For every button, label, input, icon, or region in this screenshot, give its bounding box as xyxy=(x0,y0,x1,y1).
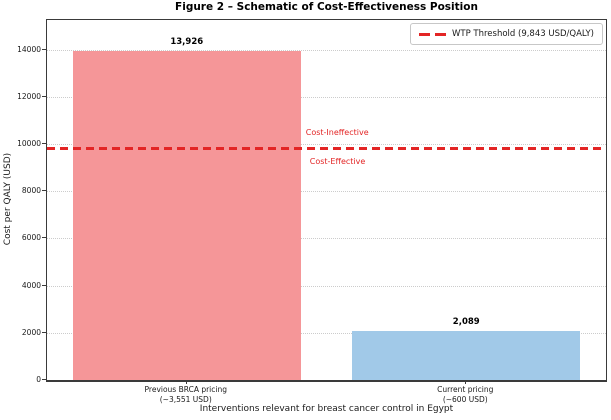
gridline-6000 xyxy=(47,238,606,240)
gridline-12000 xyxy=(47,96,606,98)
annotation-cost-ineffective: Cost-Ineffective xyxy=(305,127,369,137)
y-tick-label-6000: 6000 xyxy=(21,233,41,243)
y-tick-label-0: 0 xyxy=(36,375,41,384)
y-tick-label-4000: 4000 xyxy=(21,280,41,290)
y-tick-label-10000: 10000 xyxy=(17,138,41,148)
annotation-cost-effective: Cost-Effective xyxy=(309,156,366,166)
y-tick-mark-14000 xyxy=(42,48,46,50)
bar-value-label-0: 13,926 xyxy=(170,37,204,48)
y-tick-mark-10000 xyxy=(42,142,46,144)
y-tick-mark-8000 xyxy=(42,190,46,192)
gridline-8000 xyxy=(47,191,606,193)
gridline-10000 xyxy=(47,143,606,145)
y-tick-mark-12000 xyxy=(42,95,46,97)
y-tick-label-2000: 2000 xyxy=(21,327,41,337)
plot-area: 13,926 2,089 Cost-Ineffective Cost-Effect… xyxy=(46,19,607,382)
gridline-14000 xyxy=(47,49,606,51)
wtp-threshold-line xyxy=(47,146,606,150)
x-tick-mark-1 xyxy=(465,381,467,384)
gridline-4000 xyxy=(47,285,606,287)
gridline-2000 xyxy=(47,332,606,334)
x-tick-label-0: Previous BRCA pricing (~3,551 USD) xyxy=(144,385,227,404)
x-tick-mark-0 xyxy=(185,381,187,384)
y-tick-mark-2000 xyxy=(42,331,46,333)
x-tick-label-1: Current pricing (~600 USD) xyxy=(437,385,494,404)
y-tick-label-14000: 14000 xyxy=(17,44,41,54)
y-tick-label-8000: 8000 xyxy=(21,186,41,196)
x-axis-label: Interventions relevant for breast cancer… xyxy=(199,404,454,414)
chart-title: Figure 2 – Schematic of Cost-Effectivene… xyxy=(175,1,478,13)
bar-value-label-1: 2,089 xyxy=(452,316,480,327)
y-tick-mark-6000 xyxy=(42,237,46,239)
y-tick-label-12000: 12000 xyxy=(17,91,41,101)
y-tick-mark-4000 xyxy=(42,284,46,286)
bar-1 xyxy=(352,330,581,380)
legend: WTP Threshold (9,843 USD/QALY) xyxy=(409,23,603,45)
legend-label: WTP Threshold (9,843 USD/QALY) xyxy=(451,29,594,39)
bar-0 xyxy=(72,51,301,380)
threshold-dashed-line-icon xyxy=(418,32,446,36)
y-tick-mark-0 xyxy=(42,379,46,380)
